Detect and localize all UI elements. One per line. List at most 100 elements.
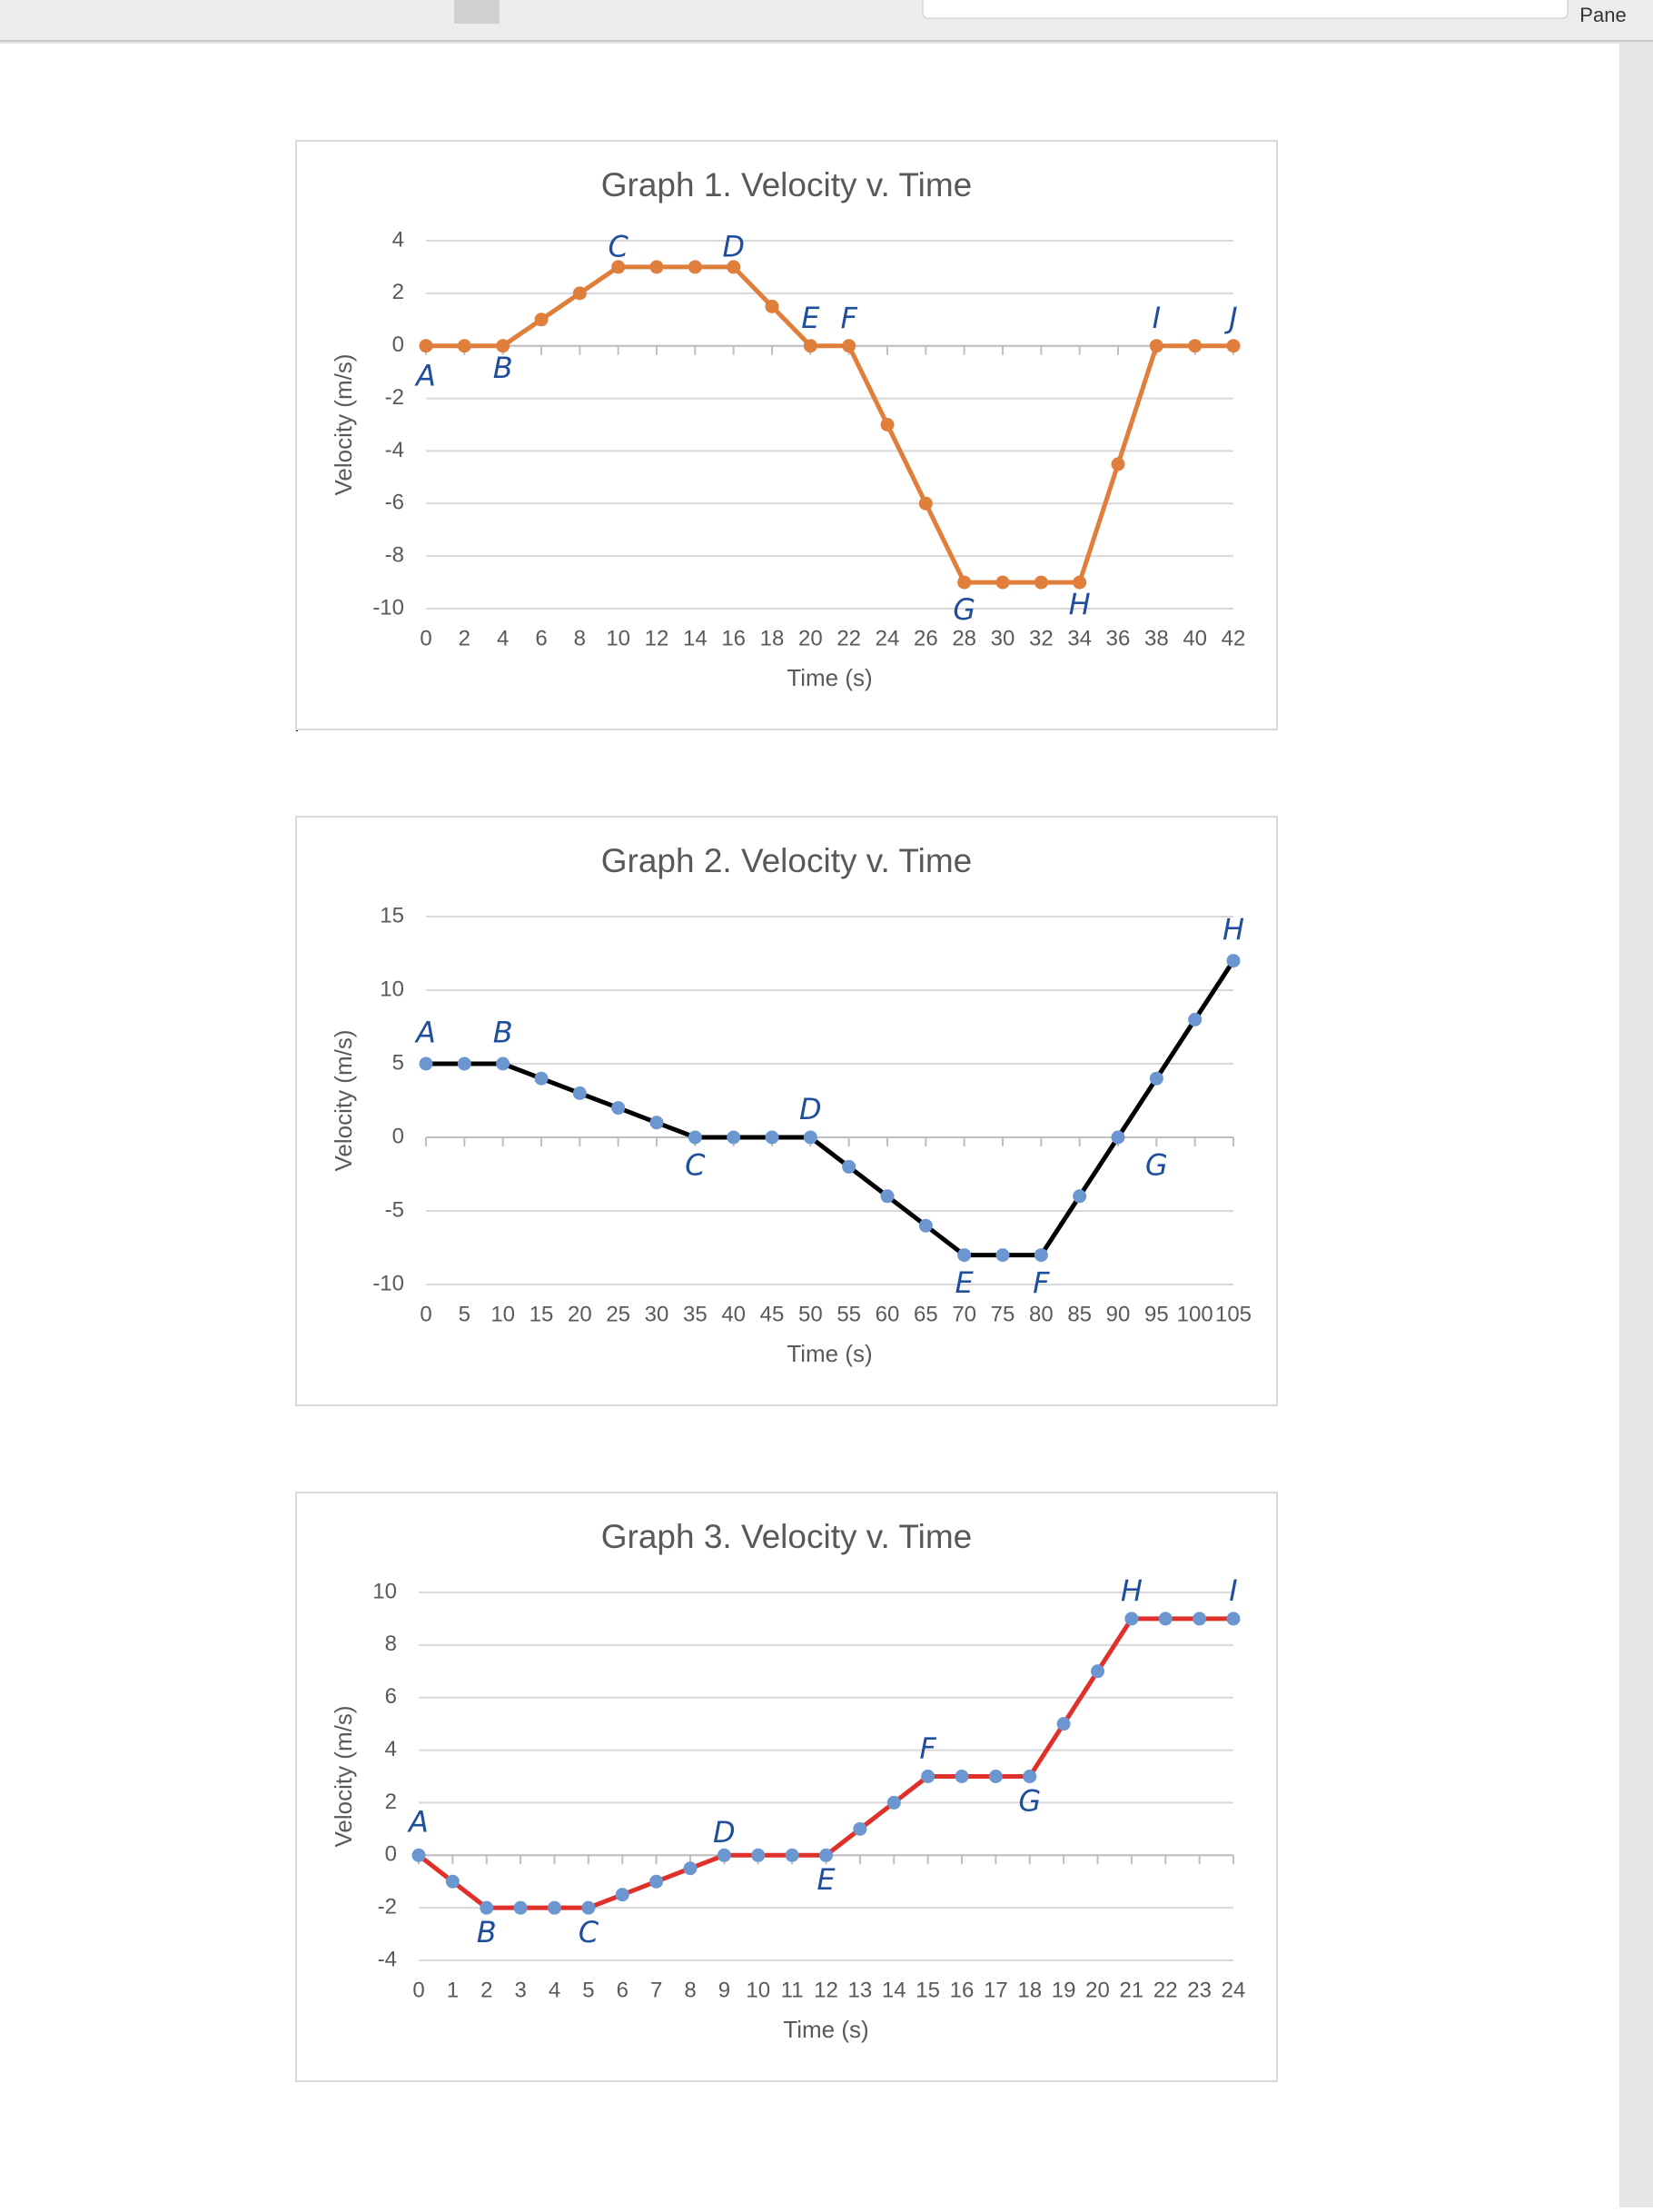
point-annotation: F (1033, 1265, 1050, 1300)
y-tick-label: -4 (385, 438, 404, 462)
styles-pane-label[interactable]: Pane (1579, 4, 1626, 26)
styles-gallery[interactable] (922, 0, 1569, 19)
x-tick-label: 15 (530, 1302, 554, 1326)
data-line (426, 959, 1236, 1258)
y-axis-label: Velocity (m/s) (330, 1705, 357, 1847)
data-point (649, 1874, 664, 1889)
data-point (886, 1795, 901, 1810)
point-annotation: B (493, 351, 513, 385)
point-annotation: C (579, 1915, 599, 1949)
x-axis-label: Time (s) (787, 664, 872, 691)
x-tick-label: 4 (497, 626, 509, 650)
data-point (1111, 1130, 1125, 1145)
data-point (411, 1848, 426, 1862)
y-tick-label: 10 (380, 977, 404, 1001)
x-tick-label: 4 (549, 1978, 560, 2002)
data-point (1158, 1612, 1173, 1626)
y-tick-label: -4 (378, 1947, 397, 1971)
data-point (765, 1130, 779, 1145)
x-tick-label: 60 (876, 1302, 900, 1326)
x-tick-label: 65 (914, 1302, 938, 1326)
point-annotation: G (1145, 1147, 1168, 1182)
align-center-button[interactable] (454, 0, 500, 24)
x-tick-label: 2 (480, 1978, 492, 2002)
x-tick-label: 16 (721, 626, 746, 650)
point-annotation: A (414, 358, 436, 392)
data-point (803, 1130, 817, 1145)
y-tick-label: 0 (385, 1842, 397, 1867)
point-annotation: E (817, 1862, 836, 1897)
x-tick-label: 20 (568, 1302, 592, 1326)
point-annotation: A (414, 1016, 436, 1050)
data-point (727, 260, 741, 274)
x-tick-label: 20 (1085, 1978, 1110, 2002)
x-tick-label: 12 (814, 1978, 838, 2002)
data-point (683, 1861, 698, 1876)
x-tick-label: 2 (459, 626, 470, 650)
data-point (1149, 1071, 1163, 1086)
x-tick-label: 80 (1029, 1302, 1054, 1326)
data-point (649, 260, 664, 274)
x-tick-label: 40 (721, 1302, 746, 1326)
x-tick-label: 30 (991, 626, 1015, 650)
y-tick-label: 10 (372, 1579, 397, 1603)
data-point (1226, 954, 1241, 968)
x-tick-label: 0 (420, 1302, 431, 1326)
x-tick-label: 25 (606, 1302, 630, 1326)
x-tick-label: 36 (1106, 626, 1131, 650)
point-annotation: B (477, 1915, 497, 1949)
point-annotation: F (840, 301, 857, 335)
point-annotation: I (1229, 1573, 1237, 1608)
data-point (581, 1900, 596, 1915)
data-point (419, 1056, 433, 1071)
data-line (426, 264, 1233, 585)
x-tick-label: 38 (1144, 626, 1169, 650)
data-point (611, 1101, 626, 1116)
y-tick-label: 8 (385, 1632, 397, 1656)
y-tick-label: -2 (378, 1894, 397, 1919)
point-annotation: G (1018, 1783, 1041, 1818)
x-tick-label: 0 (412, 1978, 424, 2002)
x-tick-label: 24 (876, 626, 900, 650)
data-point (457, 1056, 471, 1071)
data-point (419, 339, 433, 353)
x-tick-label: 105 (1215, 1302, 1252, 1326)
x-tick-label: 5 (459, 1302, 470, 1326)
data-point (803, 339, 817, 353)
x-tick-label: 1 (447, 1978, 459, 2002)
x-tick-label: 0 (420, 626, 431, 650)
x-tick-label: 6 (535, 626, 547, 650)
x-tick-label: 7 (650, 1978, 662, 2002)
data-point (842, 339, 856, 353)
data-point (880, 418, 895, 431)
x-tick-label: 22 (836, 626, 861, 650)
point-annotation: H (1222, 912, 1244, 947)
data-point (880, 1189, 895, 1204)
chart-frame (295, 816, 1278, 1406)
chart-title: Graph 1. Velocity v. Time (601, 166, 973, 203)
point-annotation: E (801, 301, 820, 335)
x-tick-label: 50 (798, 1302, 823, 1326)
x-tick-label: 6 (617, 1978, 629, 2002)
data-point (717, 1848, 731, 1862)
point-annotation: D (799, 1092, 822, 1126)
x-tick-label: 9 (718, 1978, 730, 2002)
chart-title: Graph 2. Velocity v. Time (601, 842, 973, 879)
y-tick-label: 2 (385, 1790, 397, 1814)
data-point (1124, 1612, 1139, 1626)
x-tick-label: 34 (1067, 626, 1092, 650)
data-point (1056, 1717, 1071, 1731)
data-point (534, 312, 549, 327)
x-tick-label: 8 (574, 626, 586, 650)
point-annotation: I (1153, 301, 1161, 335)
data-point (751, 1848, 766, 1862)
data-point (534, 1071, 549, 1086)
data-point (688, 260, 702, 274)
data-point (785, 1848, 799, 1862)
data-point (995, 1248, 1010, 1263)
y-tick-label: -6 (385, 491, 404, 515)
y-tick-label: 15 (380, 903, 404, 927)
point-annotation: H (1069, 587, 1091, 621)
data-point (496, 339, 510, 353)
